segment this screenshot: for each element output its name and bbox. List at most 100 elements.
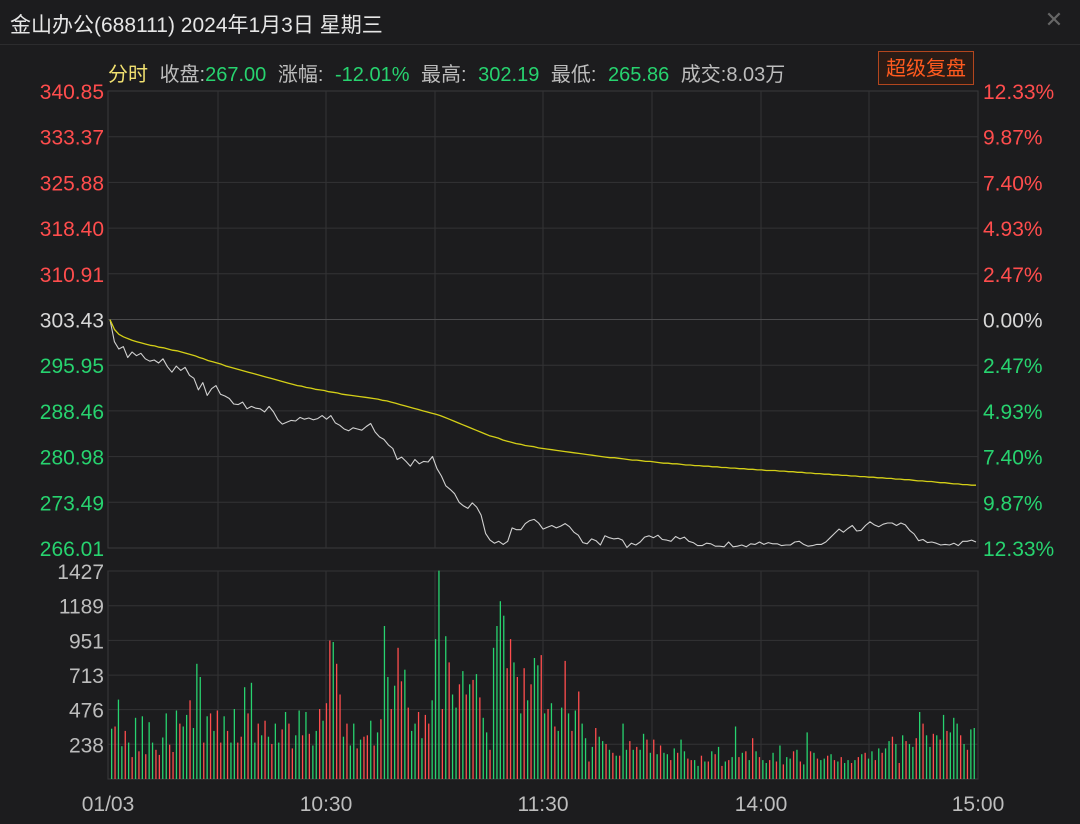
- volume-bar: [694, 760, 696, 779]
- volume-bar: [366, 735, 368, 779]
- volume-bar: [383, 626, 386, 779]
- window-title: 金山办公(688111) 2024年1月3日 星期三: [10, 14, 383, 37]
- volume-bar: [203, 742, 205, 779]
- volume-bar: [264, 720, 266, 779]
- price-tick-label: 303.43: [40, 310, 104, 333]
- pct-tick-label: 12.33%: [983, 81, 1054, 104]
- volume-bar: [148, 722, 150, 779]
- volume-bar: [175, 710, 178, 779]
- price-tick-label: 288.46: [40, 401, 104, 424]
- volume-bar: [683, 751, 686, 779]
- volume-bar: [141, 716, 143, 779]
- volume-bar: [554, 726, 556, 779]
- volume-bar: [857, 757, 859, 779]
- volume-bar: [922, 723, 924, 779]
- price-tick-label: 310.91: [40, 264, 104, 287]
- volume-bar: [370, 720, 372, 779]
- volume-bar: [932, 733, 934, 779]
- volume-bar: [458, 684, 461, 779]
- volume-bar: [451, 694, 454, 779]
- volume-bar: [305, 712, 307, 779]
- price-tick-label: 325.88: [40, 172, 104, 195]
- volume-bar: [956, 723, 958, 779]
- volume-bar: [782, 764, 784, 779]
- volume-bar: [827, 755, 829, 779]
- volume-bar: [724, 761, 726, 779]
- volume-bar: [864, 752, 866, 779]
- volume-bar: [128, 742, 130, 779]
- price-line: [109, 319, 977, 549]
- volume-bar: [509, 639, 512, 779]
- price-tick-label: 333.37: [40, 127, 104, 150]
- volume-bar: [332, 642, 334, 779]
- super-review-button[interactable]: 超级复盘: [878, 51, 974, 85]
- volume-bar: [390, 709, 392, 779]
- volume-bar: [298, 710, 300, 779]
- volume-bar: [908, 744, 911, 779]
- pct-tick-label: 4.93%: [983, 218, 1043, 241]
- volume-bar: [281, 729, 283, 779]
- volume-bar: [162, 737, 164, 779]
- volume-bar: [380, 719, 382, 779]
- low-value: 265.86: [608, 64, 670, 86]
- volume-bar: [574, 710, 576, 779]
- volume-bar: [431, 700, 433, 779]
- volume-bar: [356, 748, 358, 779]
- volume-bar: [854, 760, 856, 779]
- volume-bar: [223, 716, 225, 779]
- volume-bar: [346, 723, 348, 779]
- volume-bar: [411, 730, 413, 779]
- volume-bar: [261, 735, 263, 779]
- time-axis-label: 11:30: [518, 793, 569, 816]
- volume-bar: [240, 736, 242, 779]
- volume-bar: [134, 717, 137, 779]
- volume-bar: [206, 716, 208, 779]
- volume-bar: [762, 760, 764, 779]
- high-value: 302.19: [478, 64, 540, 86]
- volume-bar: [721, 765, 723, 779]
- volume-bar: [902, 735, 904, 779]
- volume-bar: [884, 748, 887, 779]
- volume-bar: [544, 713, 546, 779]
- volume-bar: [322, 720, 324, 779]
- volume-bar: [895, 744, 897, 779]
- volume-bar: [438, 570, 440, 779]
- volume-bar: [963, 744, 965, 779]
- volume-bar: [820, 760, 822, 779]
- volume-bar: [278, 742, 280, 779]
- volume-bar: [936, 735, 938, 779]
- price-tick-label: 295.95: [40, 355, 104, 378]
- volume-bar: [111, 728, 113, 779]
- volume-bar: [942, 714, 945, 779]
- volume-bar: [516, 677, 518, 779]
- volume-bar: [121, 746, 123, 779]
- volume-bar: [172, 752, 174, 779]
- volume-bar: [359, 739, 362, 779]
- volume-bar: [247, 713, 249, 779]
- volume-bar: [905, 741, 907, 779]
- volume-bar: [417, 712, 420, 779]
- volume-bar: [155, 749, 157, 779]
- volume-bar: [612, 752, 614, 779]
- change-label: 涨幅:: [277, 64, 324, 86]
- volume-tick-label: 1427: [57, 561, 104, 584]
- volume-bar: [475, 674, 478, 779]
- pct-tick-label: 9.87%: [983, 127, 1043, 150]
- volume-bar: [803, 764, 805, 779]
- volume-bar: [734, 726, 737, 779]
- volume-bar: [209, 713, 212, 779]
- volume-bar: [796, 749, 798, 779]
- volume-bar: [946, 730, 948, 779]
- volume-bar: [779, 745, 781, 779]
- close-icon[interactable]: ✕: [1044, 7, 1064, 32]
- volume-bar: [400, 681, 403, 779]
- volume-bar: [649, 752, 651, 779]
- change-value: -12.01%: [334, 64, 410, 86]
- volume-bar: [353, 723, 355, 779]
- volume-bar: [919, 712, 921, 779]
- volume-bar: [874, 760, 876, 779]
- volume-bar: [690, 760, 692, 779]
- mode-label[interactable]: 分时: [108, 64, 148, 86]
- volume-bar: [960, 735, 962, 779]
- volume-bar: [301, 735, 304, 779]
